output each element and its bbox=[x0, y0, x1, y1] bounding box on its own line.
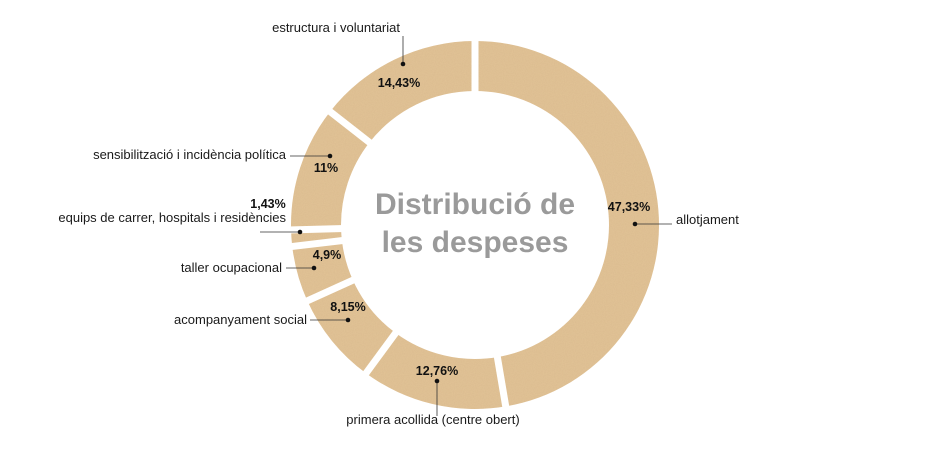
leader-dot-estructura bbox=[400, 61, 406, 67]
category-label-sensibilitzacio: sensibilització i incidència política bbox=[93, 147, 287, 162]
slice-gap bbox=[493, 353, 510, 410]
value-label-sensibilitzacio: 11% bbox=[314, 161, 338, 175]
chart-title-line-1: Distribució de bbox=[375, 188, 575, 221]
category-label-allotjament: allotjament bbox=[676, 212, 739, 227]
value-label-acompanyament-social: 8,15% bbox=[330, 300, 365, 314]
labels: 47,33% allotjament 12,76% primera acollida … bbox=[58, 20, 739, 427]
value-label-estructura: 14,43% bbox=[378, 76, 420, 90]
leader-dot-allotjament bbox=[632, 221, 638, 227]
slice-gap bbox=[288, 236, 346, 251]
slice-primera-acollida bbox=[366, 332, 506, 409]
value-label-allotjament: 47,33% bbox=[608, 200, 650, 214]
category-label-primera-acollida: primera acollida (centre obert) bbox=[346, 412, 519, 427]
category-label-estructura: estructura i voluntariat bbox=[272, 20, 400, 35]
slice-sensibilitzacio bbox=[290, 111, 370, 230]
slices bbox=[287, 38, 659, 410]
value-label-taller-ocupacional: 4,9% bbox=[313, 248, 342, 262]
value-label-primera-acollida: 12,76% bbox=[416, 364, 458, 378]
leader-lines bbox=[260, 36, 672, 416]
leader-dot-acompanyament-social bbox=[345, 317, 351, 323]
chart-title-line-2: les despeses bbox=[382, 226, 569, 259]
value-label-equips-de-carrer: 1,43% bbox=[250, 197, 285, 211]
category-label-acompanyament-social: acompanyament social bbox=[174, 312, 307, 327]
category-label-equips-de-carrer: equips de carrer, hospitals i residèncie… bbox=[58, 210, 286, 225]
category-label-taller-ocupacional: taller ocupacional bbox=[181, 260, 282, 275]
leader-dot-taller-ocupacional bbox=[311, 265, 317, 271]
slice-allotjament bbox=[475, 41, 659, 407]
slice-gap bbox=[287, 225, 345, 234]
leader-dot-primera-acollida bbox=[434, 378, 440, 384]
slice-acompanyament-social bbox=[307, 280, 396, 374]
leader-dot-equips-de-carrer bbox=[297, 229, 303, 235]
leader-dot-sensibilitzacio bbox=[327, 153, 333, 159]
slice-estructura bbox=[330, 41, 475, 143]
slice-gap bbox=[325, 106, 375, 148]
slice-gap bbox=[303, 275, 358, 306]
slice-gap bbox=[361, 328, 401, 378]
